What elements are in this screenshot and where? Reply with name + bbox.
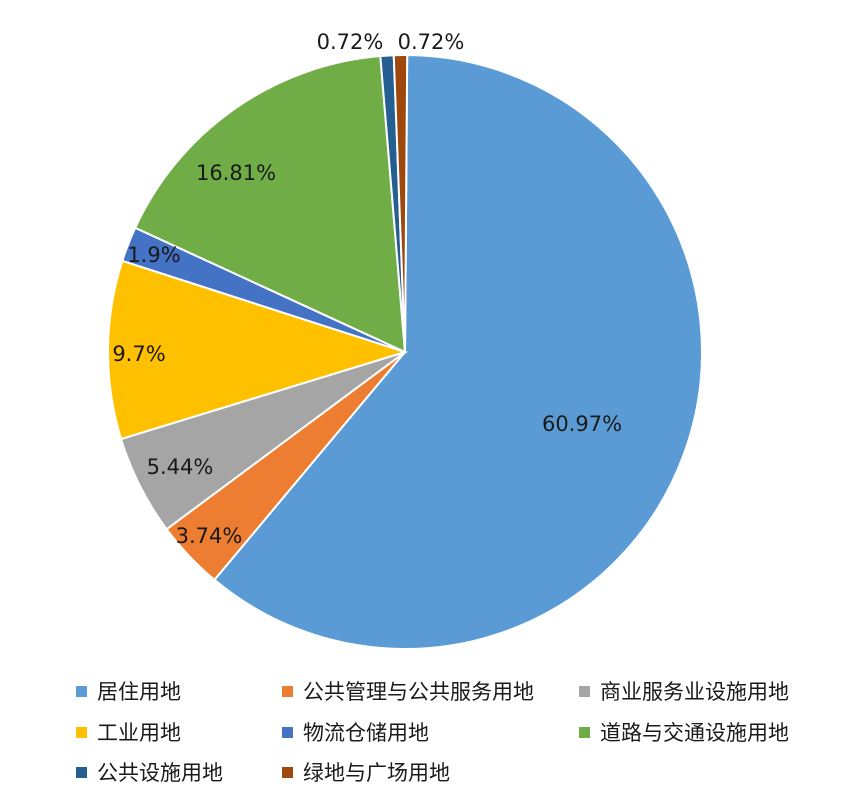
legend-swatch	[579, 726, 590, 738]
slices-layer	[107, 54, 703, 650]
legend-label: 公共管理与公共服务用地	[303, 680, 534, 704]
pie-slice-5	[133, 54, 407, 354]
data-label-3: 9.7%	[112, 342, 165, 366]
legend-item-7: 绿地与广场用地	[282, 759, 450, 785]
pie-slice-7	[392, 54, 409, 353]
legend-swatch	[282, 685, 293, 697]
data-label-0: 60.97%	[542, 412, 622, 436]
legend-label: 公共设施用地	[97, 761, 223, 785]
legend-swatch	[76, 766, 87, 778]
legend-label: 道路与交通设施用地	[600, 721, 789, 745]
pie-slice-3	[107, 259, 409, 441]
legend-label: 商业服务业设施用地	[600, 680, 789, 704]
legend-item-1: 公共管理与公共服务用地	[282, 678, 534, 704]
legend-item-4: 物流仓储用地	[282, 719, 429, 745]
legend-item-3: 工业用地	[76, 719, 181, 745]
legend-item-2: 商业服务业设施用地	[579, 678, 789, 704]
legend-label: 绿地与广场用地	[303, 761, 450, 785]
legend-swatch	[76, 726, 87, 738]
legend-swatch	[282, 726, 293, 738]
legend-label: 工业用地	[97, 721, 181, 745]
legend-swatch	[76, 685, 87, 697]
data-label-1: 3.74%	[176, 524, 243, 548]
data-label-6: 0.72%	[317, 30, 384, 54]
legend-swatch	[579, 685, 590, 697]
legend-swatch	[282, 766, 293, 778]
legend-item-0: 居住用地	[76, 678, 181, 704]
data-label-5: 16.81%	[196, 161, 276, 185]
data-label-7: 0.72%	[398, 30, 465, 54]
legend-label: 物流仓储用地	[303, 721, 429, 745]
data-label-2: 5.44%	[147, 455, 214, 479]
data-labels-layer: 60.97% 3.74% 5.44% 9.7% 1.9% 16.81% 0.72% 0.72%	[112, 30, 622, 548]
legend-item-6: 公共设施用地	[76, 759, 223, 785]
legend-label: 居住用地	[97, 680, 181, 704]
pie-slice-0	[213, 54, 703, 650]
legend-item-5: 道路与交通设施用地	[579, 719, 789, 745]
data-label-4: 1.9%	[127, 243, 180, 267]
